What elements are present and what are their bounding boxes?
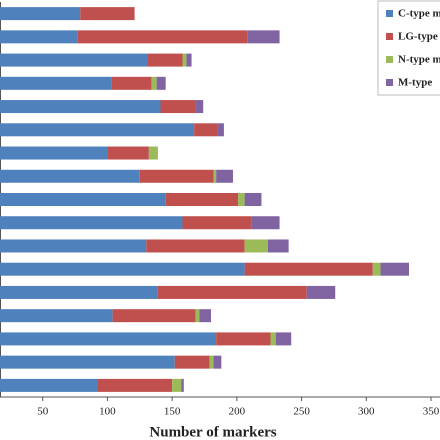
bar-segment xyxy=(0,193,166,206)
bar-segment xyxy=(186,53,192,67)
bar-segment xyxy=(0,100,161,114)
bar-segment xyxy=(139,169,214,183)
bar-segment xyxy=(217,123,224,137)
legend-label: C-type m xyxy=(398,8,440,20)
x-tick-label: 100 xyxy=(99,406,116,418)
bar-segment xyxy=(194,123,218,137)
bar-segment xyxy=(147,53,183,67)
bar-segment xyxy=(238,193,245,206)
x-tick-label: 300 xyxy=(358,406,375,418)
bar-segment xyxy=(107,146,149,160)
bar-segment xyxy=(0,355,175,369)
bar-segment xyxy=(306,285,336,299)
bar-segment xyxy=(174,355,210,369)
bar-segment xyxy=(0,285,158,299)
bar-segment xyxy=(181,378,184,392)
bar-segment xyxy=(199,309,211,323)
bar-segment xyxy=(270,332,276,346)
legend-swatch xyxy=(386,33,393,40)
bar-segment xyxy=(156,76,166,90)
bar-segment xyxy=(0,332,217,346)
bar-segment xyxy=(267,239,289,253)
bar-segment xyxy=(372,262,381,276)
bar-segment xyxy=(380,262,409,276)
bar-segment xyxy=(182,53,187,67)
bar-segment xyxy=(80,7,135,21)
legend-label: LG-type xyxy=(398,31,438,43)
bar-segment xyxy=(160,100,196,114)
x-tick-label: 350 xyxy=(423,406,440,418)
bar-segment xyxy=(213,169,217,183)
bar-segment xyxy=(275,332,292,346)
bar-segment xyxy=(216,169,233,183)
bar-segment xyxy=(0,169,140,183)
legend-label: N-type m xyxy=(398,54,440,66)
bar-segment xyxy=(0,30,78,44)
bar-segment xyxy=(0,146,108,160)
x-tick-label: 200 xyxy=(229,406,246,418)
bar-segment xyxy=(0,123,195,137)
x-tick-label: 50 xyxy=(37,406,49,418)
x-tick-label: 250 xyxy=(293,406,310,418)
bar-segment xyxy=(151,76,157,90)
bar-segment xyxy=(213,355,222,369)
bar-segment xyxy=(244,193,262,206)
bar-segment xyxy=(0,216,183,230)
legend-swatch xyxy=(386,79,393,86)
bar-segment xyxy=(111,76,152,90)
bar-segment xyxy=(244,239,268,253)
bar-segment xyxy=(0,7,81,21)
bar-segment xyxy=(209,355,214,369)
bar-segment xyxy=(216,332,271,346)
bar-segment xyxy=(148,146,158,160)
bar-segment xyxy=(195,100,204,114)
bar-segment xyxy=(112,309,196,323)
bar-segment xyxy=(195,309,200,323)
bar-segment xyxy=(0,309,113,323)
bar-segment xyxy=(244,262,373,276)
bar-segment xyxy=(0,76,112,90)
bar-segment xyxy=(157,285,307,299)
bar-segment xyxy=(251,216,280,230)
bar-segment xyxy=(182,216,252,230)
x-axis-title: Number of markers xyxy=(149,424,276,440)
bar-segment xyxy=(247,30,280,44)
legend-label: M-type xyxy=(398,77,432,89)
legend-swatch xyxy=(386,56,393,63)
bar-segment xyxy=(0,378,98,392)
bar-segment xyxy=(0,53,148,67)
bar-segment xyxy=(165,193,239,206)
bar-segment xyxy=(0,239,147,253)
bar-segment xyxy=(97,378,173,392)
bar-segment xyxy=(77,30,248,44)
legend-swatch xyxy=(386,10,393,17)
bar-segment xyxy=(146,239,245,253)
legend: C-type m LG-type N-type m M-type xyxy=(377,0,440,96)
bar-segment xyxy=(172,378,182,392)
bar-segment xyxy=(0,262,245,276)
x-tick-label: 150 xyxy=(164,406,181,418)
